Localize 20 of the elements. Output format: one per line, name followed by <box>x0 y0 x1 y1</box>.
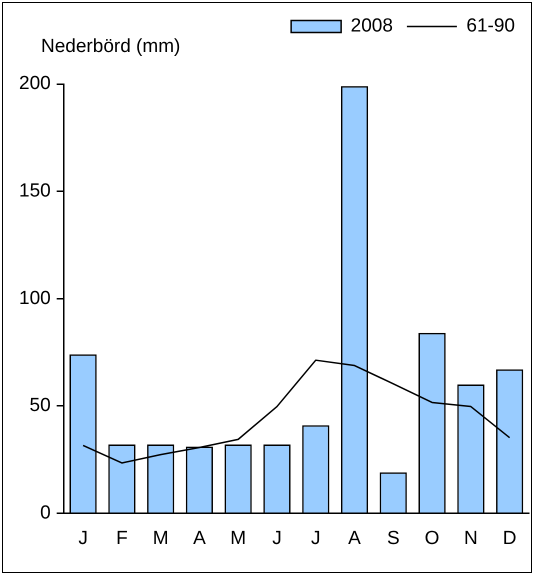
x-tick-label: O <box>424 528 440 549</box>
x-tick-label: J <box>310 528 320 549</box>
legend-label: 2008 <box>350 16 393 37</box>
x-tick-label: F <box>116 528 128 549</box>
x-tick-label: S <box>386 528 400 549</box>
y-tick-label: 150 <box>19 180 51 202</box>
y-tick-label: 0 <box>40 502 51 524</box>
x-tick-label: A <box>348 528 362 549</box>
y-tick-label: 100 <box>19 288 51 309</box>
x-tick-label: J <box>78 528 88 549</box>
x-tick-label: N <box>464 528 478 549</box>
x-tick-label: A <box>193 528 206 549</box>
x-tick-label: J <box>272 528 282 549</box>
y-tick-label: 50 <box>30 395 51 416</box>
y-tick-label: 200 <box>19 73 51 94</box>
x-tick-label: M <box>230 528 246 549</box>
legend-label: 61-90 <box>466 16 516 37</box>
x-tick-label: M <box>152 528 169 549</box>
y-axis-title: Nederbörd (mm) <box>41 36 180 58</box>
x-tick-label: D <box>502 528 516 549</box>
